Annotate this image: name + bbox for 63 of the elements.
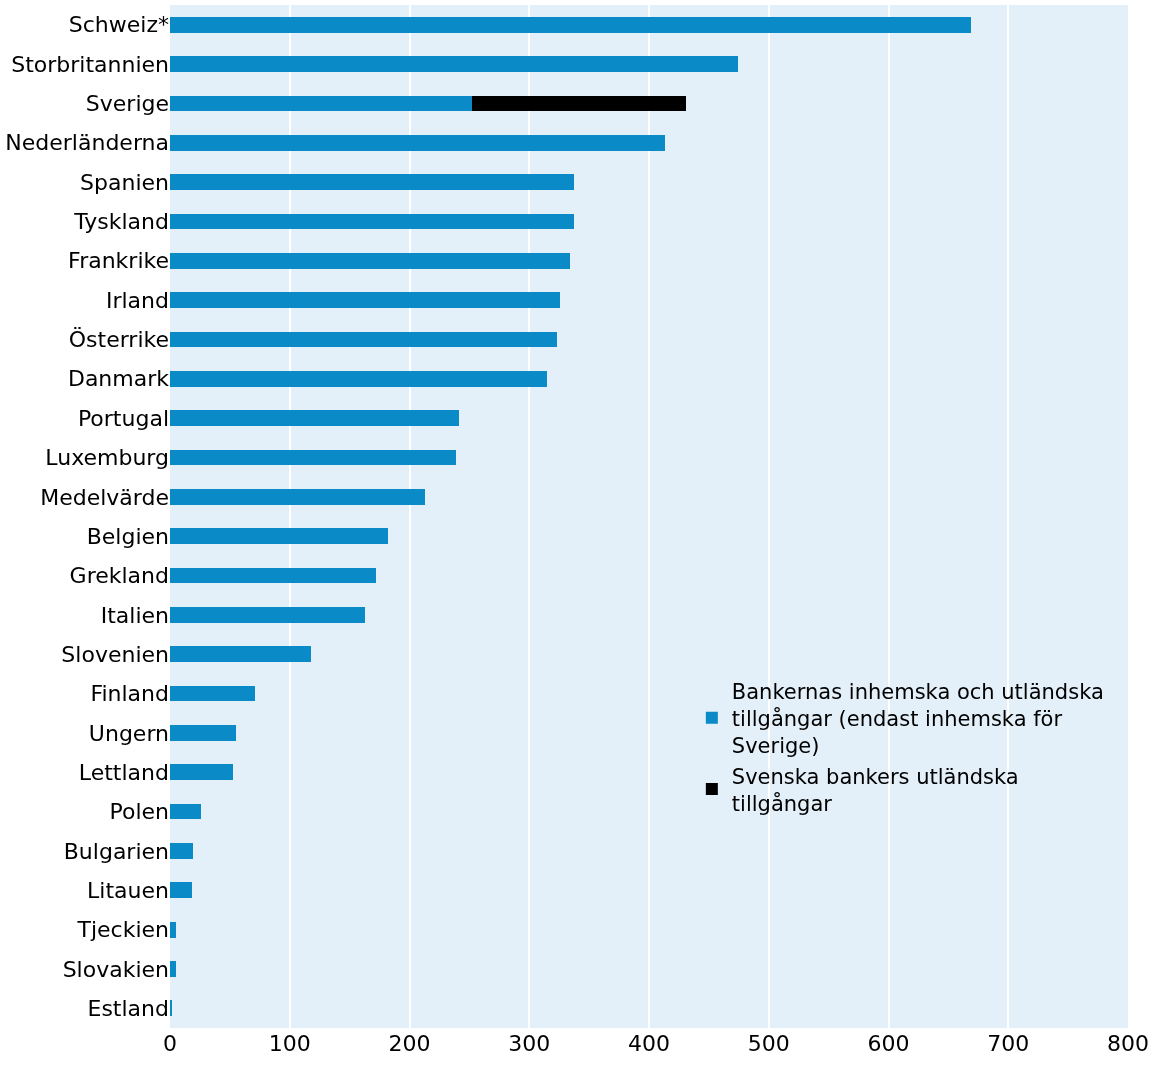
bar [471, 95, 687, 112]
y-tick-label: Belgien [86, 523, 169, 549]
y-tick-label: Italien [100, 602, 169, 628]
bar [170, 213, 574, 230]
x-tick-label: 800 [1107, 1031, 1149, 1056]
y-tick-label: Luxemburg [45, 445, 169, 471]
y-tick-label: Litauen [87, 877, 169, 903]
bar [170, 882, 192, 899]
legend-label: Svenska bankers utländska tillgångar [731, 764, 1019, 816]
y-tick-label: Ungern [88, 720, 169, 746]
y-tick-label: Portugal [77, 405, 169, 431]
x-tick-label: 400 [628, 1031, 670, 1056]
y-tick-label: Lettland [78, 759, 169, 785]
y-tick-label: Estland [87, 996, 169, 1022]
bar [170, 292, 561, 308]
x-tick-label: 0 [163, 1031, 177, 1056]
bar [170, 95, 472, 112]
bar [170, 607, 366, 623]
y-tick-label: Danmark [67, 366, 170, 392]
y-tick-label: Bulgarien [63, 838, 169, 864]
x-tick-label: 200 [388, 1031, 431, 1056]
y-tick-label: Schweiz* [68, 12, 169, 38]
x-tick-label: 100 [268, 1031, 311, 1056]
bar [170, 685, 256, 702]
bar [170, 488, 426, 505]
bar [170, 528, 388, 545]
y-tick-label: Nederländerna [5, 130, 169, 156]
bar [170, 16, 972, 33]
bar [170, 725, 236, 741]
bar [170, 646, 312, 663]
bar [170, 449, 457, 466]
y-tick-label: Tyskland [73, 209, 169, 235]
bar [170, 370, 548, 387]
y-tick-label: Grekland [69, 563, 169, 589]
y-tick-label: Medelvärde [40, 484, 169, 510]
bar [170, 961, 176, 977]
x-tick-label: 300 [508, 1031, 551, 1056]
y-tick-label: Slovenien [61, 641, 169, 667]
y-tick-label: Irland [105, 287, 169, 313]
y-tick-label: Polen [109, 799, 169, 825]
bar [170, 764, 234, 781]
x-tick-label: 600 [867, 1031, 910, 1056]
bar [170, 567, 376, 584]
y-tick-label: Spanien [80, 169, 169, 195]
bar [170, 803, 202, 820]
bar [170, 174, 574, 190]
bar [170, 134, 665, 151]
y-tick-label: Sverige [85, 91, 169, 117]
bar [170, 921, 176, 938]
bar [170, 843, 193, 859]
y-tick-label: Slovakien [62, 956, 169, 982]
y-tick-label: Finland [90, 681, 169, 707]
bar [170, 252, 570, 269]
bar [170, 331, 557, 348]
bar [170, 56, 738, 72]
x-tick-label: 500 [747, 1031, 790, 1056]
y-tick-label: Storbritannien [11, 51, 169, 77]
legend-label: Bankernas inhemska och utländska tillgångar (endast inhemska för Sverige) [731, 679, 1104, 759]
x-tick-label: 700 [987, 1031, 1030, 1056]
y-tick-label: Tjeckien [76, 917, 169, 943]
y-tick-label: Österrike [68, 327, 169, 353]
y-tick-label: Frankrike [68, 248, 169, 274]
bar [170, 410, 459, 426]
